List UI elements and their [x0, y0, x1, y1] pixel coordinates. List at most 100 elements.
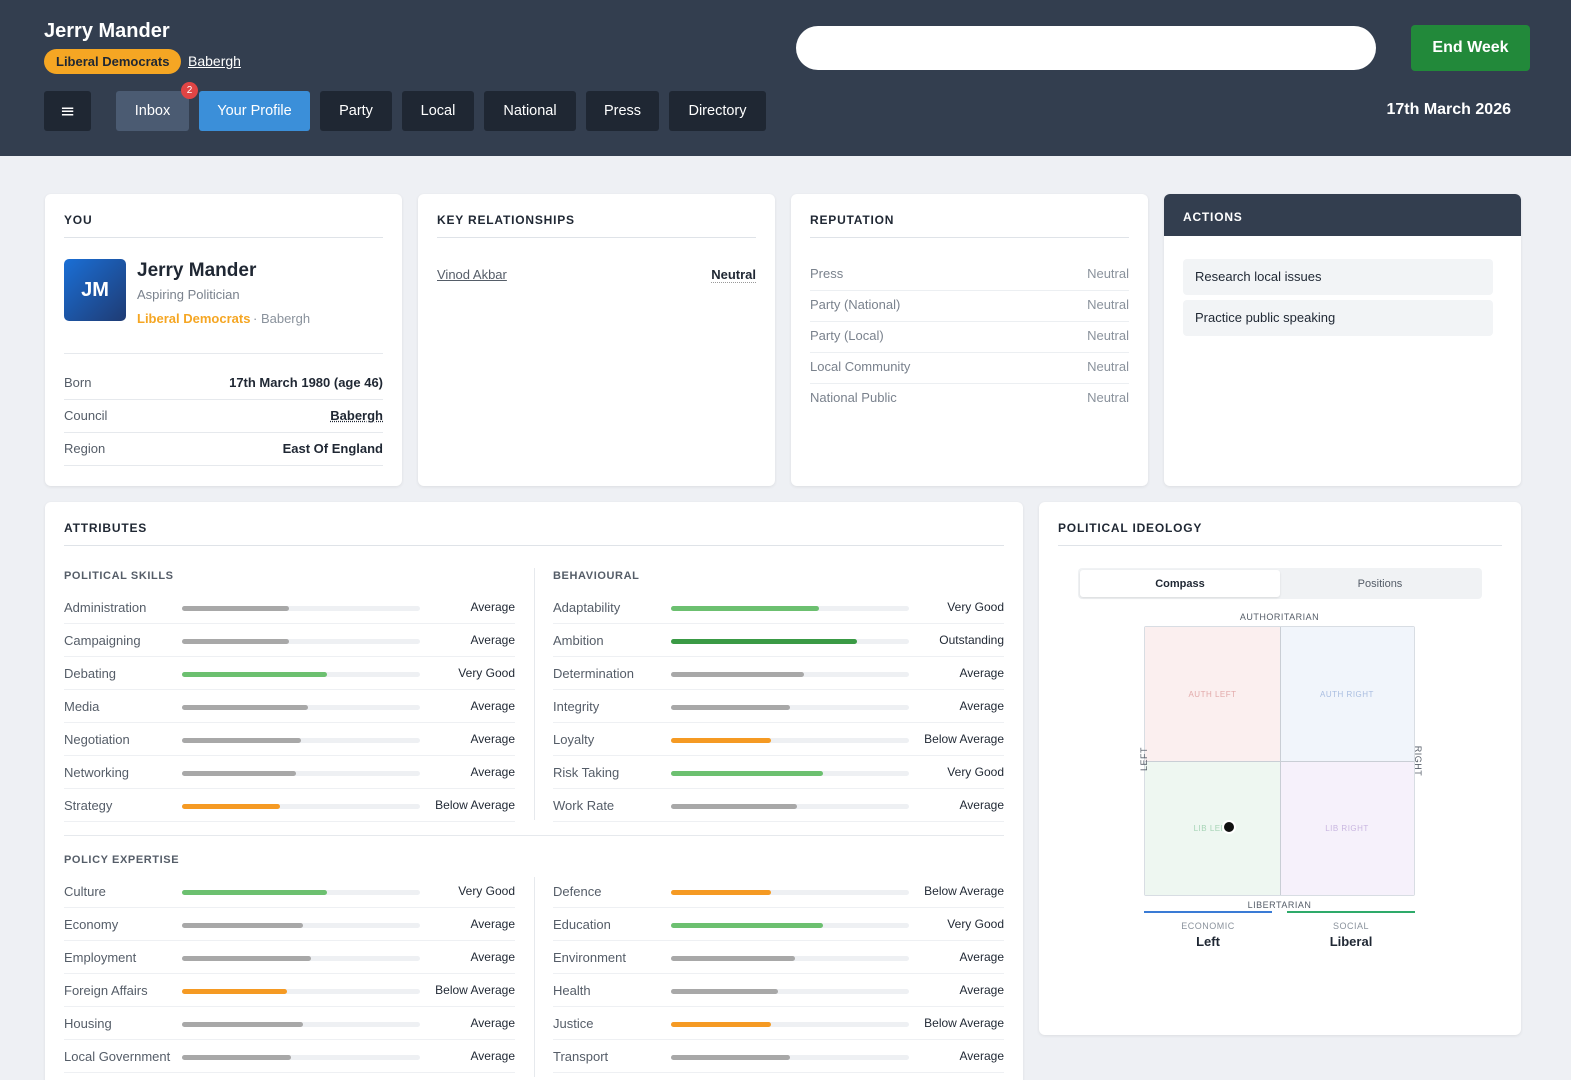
reputation-value: Neutral — [1087, 390, 1129, 405]
attribute-bar-fill — [671, 804, 798, 809]
attribute-bar-fill — [671, 1055, 790, 1060]
column-divider — [534, 877, 535, 1077]
tab-press[interactable]: Press — [586, 91, 659, 131]
column-divider — [534, 568, 535, 820]
attribute-row-integrity: Integrity Average — [553, 690, 1004, 723]
tab-inbox[interactable]: Inbox — [116, 91, 189, 131]
attribute-row-housing: Housing Average — [64, 1007, 515, 1040]
attribute-rating: Very Good — [947, 917, 1004, 931]
relationships-card-title: KEY RELATIONSHIPS — [437, 213, 756, 238]
attribute-bar-fill — [671, 890, 771, 895]
you-card: YOU JM Jerry Mander Aspiring Politician … — [45, 194, 402, 486]
attribute-name: Local Government — [64, 1049, 171, 1064]
attribute-bar-fill — [182, 1055, 292, 1060]
political-compass: AUTH LEFT AUTH RIGHT LIB LEFT LIB RIGHT — [1144, 626, 1415, 896]
reputation-card: REPUTATION Press Neutral Party (National… — [791, 194, 1148, 486]
action-research-local-issues[interactable]: Research local issues — [1183, 259, 1493, 295]
attribute-row-transport: Transport Average — [553, 1040, 1004, 1073]
attribute-bar-track — [671, 923, 909, 928]
quadrant-label-auth-right: AUTH RIGHT — [1320, 690, 1374, 699]
attribute-bar-fill — [182, 738, 301, 743]
party-badge: Liberal Democrats — [44, 49, 182, 74]
reputation-row: Party (National) Neutral — [810, 291, 1129, 322]
search-input[interactable] — [796, 26, 1376, 70]
action-practice-public-speaking[interactable]: Practice public speaking — [1183, 300, 1493, 336]
ideology-card-title: POLITICAL IDEOLOGY — [1058, 521, 1502, 546]
axis-label-left: LEFT — [1139, 746, 1149, 771]
behavioural-label: BEHAVIOURAL — [553, 570, 640, 582]
reputation-card-title: REPUTATION — [810, 213, 1129, 238]
attribute-bar-track — [671, 771, 909, 776]
attribute-bar-fill — [182, 956, 311, 961]
tab-national[interactable]: National — [484, 91, 576, 131]
attribute-bar-fill — [182, 989, 287, 994]
attribute-bar-fill — [182, 639, 290, 644]
attribute-rating: Below Average — [435, 983, 515, 997]
attribute-bar-track — [671, 705, 909, 710]
attribute-bar-fill — [182, 804, 280, 809]
attribute-rating: Average — [959, 699, 1004, 713]
tab-your-profile[interactable]: Your Profile — [199, 91, 310, 131]
attribute-row-employment: Employment Average — [64, 941, 515, 974]
economic-value: Left — [1196, 934, 1220, 949]
attribute-bar-track — [671, 639, 909, 644]
attribute-bar-fill — [671, 923, 824, 928]
attribute-rating: Average — [470, 633, 515, 647]
attribute-name: Housing — [64, 1016, 112, 1031]
section-divider — [64, 835, 1004, 836]
attribute-name: Debating — [64, 666, 117, 681]
attribute-bar-track — [671, 606, 909, 611]
attribute-rating: Average — [959, 798, 1004, 812]
quadrant-auth-right — [1280, 627, 1414, 761]
tab-compass[interactable]: Compass — [1080, 570, 1280, 597]
info-row-born: Born 17th March 1980 (age 46) — [64, 367, 383, 400]
axis-label-libertarian: LIBERTARIAN — [1247, 900, 1312, 910]
attribute-name: Risk Taking — [553, 765, 620, 780]
attribute-bar-track — [182, 804, 420, 809]
council-value-link[interactable]: Babergh — [330, 408, 383, 423]
attribute-name: Networking — [64, 765, 130, 780]
attribute-rating: Outstanding — [939, 633, 1004, 647]
info-value: 17th March 1980 (age 46) — [229, 375, 383, 390]
attribute-rating: Average — [470, 917, 515, 931]
profile-party: Liberal Democrats — [137, 311, 251, 326]
info-value: East Of England — [282, 441, 383, 456]
attribute-row-campaigning: Campaigning Average — [64, 624, 515, 657]
attribute-row-adaptability: Adaptability Very Good — [553, 591, 1004, 624]
profile-name: Jerry Mander — [137, 260, 257, 281]
attribute-rating: Average — [470, 732, 515, 746]
info-label: Region — [64, 441, 106, 456]
attribute-bar-track — [182, 923, 420, 928]
info-label: Born — [64, 375, 92, 390]
attribute-name: Employment — [64, 950, 137, 965]
profile-role: Aspiring Politician — [137, 287, 240, 302]
attribute-rating: Average — [959, 666, 1004, 680]
attribute-row-defence: Defence Below Average — [553, 875, 1004, 908]
tab-directory[interactable]: Directory — [669, 91, 766, 131]
axis-label-right: RIGHT — [1413, 745, 1423, 777]
attribute-name: Adaptability — [553, 600, 621, 615]
avatar: JM — [64, 259, 126, 321]
attribute-row-negotiation: Negotiation Average — [64, 723, 515, 756]
political-skills-label: POLITICAL SKILLS — [64, 570, 174, 582]
tab-party[interactable]: Party — [320, 91, 392, 131]
tab-positions[interactable]: Positions — [1280, 570, 1480, 597]
reputation-value: Neutral — [1087, 297, 1129, 312]
social-value: Liberal — [1329, 934, 1373, 949]
attribute-bar-track — [671, 1022, 909, 1027]
reputation-row: Local Community Neutral — [810, 353, 1129, 384]
attribute-rating: Very Good — [947, 600, 1004, 614]
relationship-name-link[interactable]: Vinod Akbar — [437, 267, 507, 282]
tab-local[interactable]: Local — [402, 91, 474, 131]
council-link[interactable]: Babergh — [188, 53, 241, 69]
attribute-bar-track — [671, 804, 909, 809]
attribute-bar-track — [671, 738, 909, 743]
attributes-card: ATTRIBUTES POLITICAL SKILLS BEHAVIOURAL … — [45, 502, 1023, 1080]
relationship-status: Neutral — [711, 267, 756, 283]
menu-icon[interactable]: ≡ — [44, 91, 91, 131]
attribute-bar-track — [182, 956, 420, 961]
reputation-value: Neutral — [1087, 328, 1129, 343]
end-week-button[interactable]: End Week — [1411, 25, 1530, 71]
you-card-title: YOU — [64, 213, 383, 238]
attribute-rating: Below Average — [435, 798, 515, 812]
